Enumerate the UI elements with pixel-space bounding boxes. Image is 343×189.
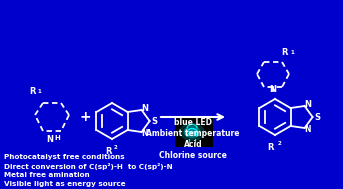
Text: Visible light as energy source: Visible light as energy source bbox=[4, 181, 126, 187]
Text: H: H bbox=[54, 135, 60, 141]
Text: R: R bbox=[105, 147, 111, 156]
Text: N: N bbox=[270, 85, 276, 94]
Text: Photocatalyst free conditions: Photocatalyst free conditions bbox=[4, 154, 125, 160]
Text: Chlorine source: Chlorine source bbox=[159, 151, 227, 160]
Text: S: S bbox=[152, 116, 157, 125]
Polygon shape bbox=[187, 129, 197, 136]
Text: 2: 2 bbox=[277, 141, 281, 146]
Polygon shape bbox=[184, 126, 200, 138]
Text: blue LED: blue LED bbox=[174, 118, 212, 127]
Text: S: S bbox=[315, 112, 321, 122]
FancyBboxPatch shape bbox=[175, 117, 213, 147]
Text: Acid: Acid bbox=[184, 140, 202, 149]
Text: Metal free amination: Metal free amination bbox=[4, 172, 90, 178]
Text: N: N bbox=[141, 104, 148, 112]
Text: R: R bbox=[268, 143, 274, 152]
Text: Direct conversion of C(sp²)-H  to C(sp²)-N: Direct conversion of C(sp²)-H to C(sp²)-… bbox=[4, 163, 173, 170]
Text: N: N bbox=[304, 125, 311, 135]
Text: N: N bbox=[141, 129, 148, 139]
Text: +: + bbox=[79, 110, 91, 124]
Text: R: R bbox=[29, 87, 35, 96]
Text: Ambient temperature: Ambient temperature bbox=[146, 129, 240, 138]
Text: 1: 1 bbox=[290, 50, 294, 55]
Text: N: N bbox=[47, 135, 54, 144]
Text: R: R bbox=[282, 48, 288, 57]
Text: N: N bbox=[304, 99, 311, 108]
Polygon shape bbox=[180, 124, 204, 140]
Text: 2: 2 bbox=[114, 145, 118, 150]
Text: 1: 1 bbox=[37, 89, 41, 94]
